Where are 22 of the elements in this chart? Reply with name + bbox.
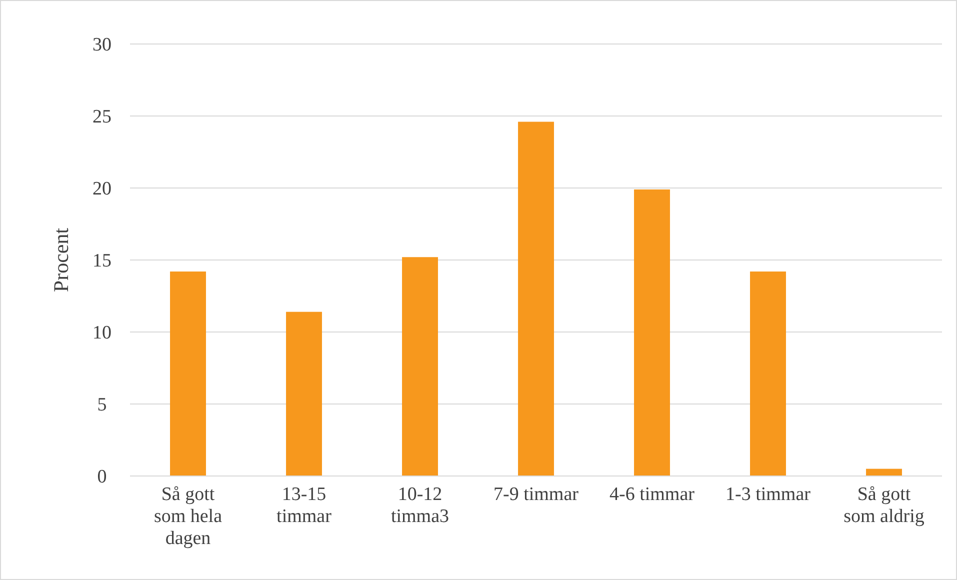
y-tick-label: 10 (92, 322, 112, 344)
bar (518, 122, 554, 476)
y-tick-label: 0 (97, 466, 107, 488)
y-tick-label: 20 (92, 178, 112, 200)
y-tick-label: 25 (92, 106, 112, 128)
y-tick-label: 5 (97, 394, 107, 416)
y-tick-label: 30 (92, 34, 112, 56)
x-tick-label: Så gott som hela dagen (154, 484, 223, 549)
x-tick-label: 10-12 timma3 (390, 484, 450, 527)
y-tick-label: 15 (92, 250, 112, 272)
x-tick-label: 4-6 timmar (610, 484, 696, 505)
bar (634, 189, 670, 476)
bar (286, 312, 322, 476)
y-axis-title: Procent (49, 228, 73, 292)
bar (402, 257, 438, 476)
x-tick-label: 7-9 timmar (494, 484, 580, 505)
bar (750, 272, 786, 476)
x-tick-label: 1-3 timmar (726, 484, 812, 505)
bar (170, 272, 206, 476)
x-tick-label: 13-15 timmar (276, 484, 332, 527)
bar (866, 468, 902, 476)
x-tick-label: Så gott som aldrig (844, 484, 925, 527)
